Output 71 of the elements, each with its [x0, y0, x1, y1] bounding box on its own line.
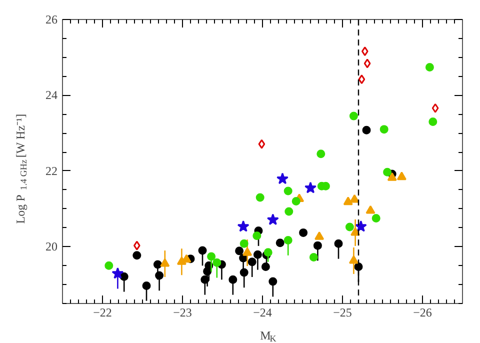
point	[380, 125, 388, 134]
point	[104, 261, 114, 270]
point	[268, 277, 278, 286]
point	[284, 236, 292, 245]
point	[314, 231, 324, 240]
point	[349, 112, 358, 120]
point	[425, 62, 434, 72]
point	[432, 103, 439, 113]
point	[237, 220, 250, 232]
y-axis-title: Log P1.4 GHz [W Hz⁻¹]	[14, 114, 28, 224]
point	[350, 227, 360, 236]
point	[200, 275, 210, 284]
point	[313, 241, 322, 250]
point	[240, 239, 248, 248]
point	[142, 281, 151, 290]
point	[364, 58, 371, 68]
x-tick-label: −22	[93, 306, 112, 320]
point	[228, 275, 238, 284]
point	[428, 117, 438, 126]
point	[253, 250, 262, 259]
point	[242, 247, 252, 256]
point	[235, 246, 244, 256]
point	[112, 267, 124, 279]
point	[304, 182, 316, 194]
point	[358, 74, 366, 84]
point	[396, 172, 406, 180]
point	[387, 172, 397, 181]
point	[153, 260, 162, 269]
point	[248, 258, 256, 266]
point	[361, 46, 368, 56]
y-tick-label: 26	[46, 12, 58, 26]
point	[120, 272, 128, 281]
point	[372, 214, 380, 223]
point	[276, 172, 288, 184]
point	[256, 193, 264, 202]
point	[350, 194, 360, 203]
y-tick-label: 22	[46, 164, 58, 178]
point	[343, 196, 353, 206]
point	[212, 258, 222, 267]
point	[252, 231, 262, 240]
x-tick-label: −26	[413, 306, 432, 320]
x-tick-label: −24	[253, 306, 272, 320]
point	[362, 126, 371, 134]
point	[132, 251, 142, 260]
point	[155, 271, 164, 280]
point	[258, 139, 266, 149]
point	[266, 214, 279, 226]
point	[334, 239, 343, 248]
point	[276, 238, 284, 248]
x-tick-label: −25	[333, 306, 352, 320]
point	[284, 207, 294, 216]
point	[366, 205, 376, 214]
x-tick-label: −23	[173, 306, 192, 320]
y-tick-label: 20	[46, 240, 58, 254]
point	[316, 150, 326, 158]
point	[261, 262, 270, 272]
point	[309, 253, 318, 262]
point	[348, 255, 358, 264]
point	[345, 222, 354, 232]
point	[198, 246, 207, 255]
point	[299, 228, 308, 237]
point	[240, 268, 248, 277]
point	[284, 186, 292, 196]
point	[292, 197, 300, 206]
point	[383, 168, 392, 176]
point	[354, 220, 367, 232]
point	[133, 240, 140, 250]
point	[160, 258, 170, 267]
y-tick-label: 24	[46, 88, 58, 102]
point	[207, 252, 216, 261]
point	[264, 248, 272, 257]
